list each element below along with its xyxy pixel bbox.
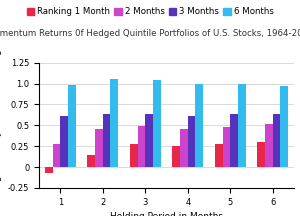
- Bar: [68, 85, 76, 167]
- Bar: [45, 167, 52, 173]
- Bar: [273, 114, 280, 167]
- Bar: [88, 155, 95, 167]
- Bar: [238, 84, 245, 167]
- Bar: [280, 86, 288, 167]
- Bar: [180, 129, 188, 167]
- Text: Momentum Returns 0f Hedged Quintile Portfolios of U.S. Stocks, 1964-2009: Momentum Returns 0f Hedged Quintile Port…: [0, 29, 300, 38]
- Bar: [223, 127, 230, 167]
- Bar: [95, 129, 103, 167]
- Y-axis label: Average Monthly Return Percentage: Average Monthly Return Percentage: [0, 44, 2, 207]
- Bar: [265, 124, 273, 167]
- Bar: [230, 114, 238, 167]
- Bar: [188, 116, 195, 167]
- Bar: [145, 114, 153, 167]
- Bar: [52, 145, 60, 167]
- Legend: Ranking 1 Month, 2 Months, 3 Months, 6 Months: Ranking 1 Month, 2 Months, 3 Months, 6 M…: [26, 6, 274, 17]
- Bar: [103, 114, 110, 167]
- X-axis label: Holding Period in Months: Holding Period in Months: [110, 212, 223, 216]
- Bar: [130, 144, 138, 167]
- Bar: [153, 80, 160, 167]
- Bar: [110, 78, 118, 167]
- Bar: [195, 84, 203, 167]
- Bar: [172, 146, 180, 167]
- Bar: [257, 142, 265, 167]
- Bar: [60, 116, 68, 167]
- Bar: [138, 126, 145, 167]
- Bar: [215, 145, 223, 167]
